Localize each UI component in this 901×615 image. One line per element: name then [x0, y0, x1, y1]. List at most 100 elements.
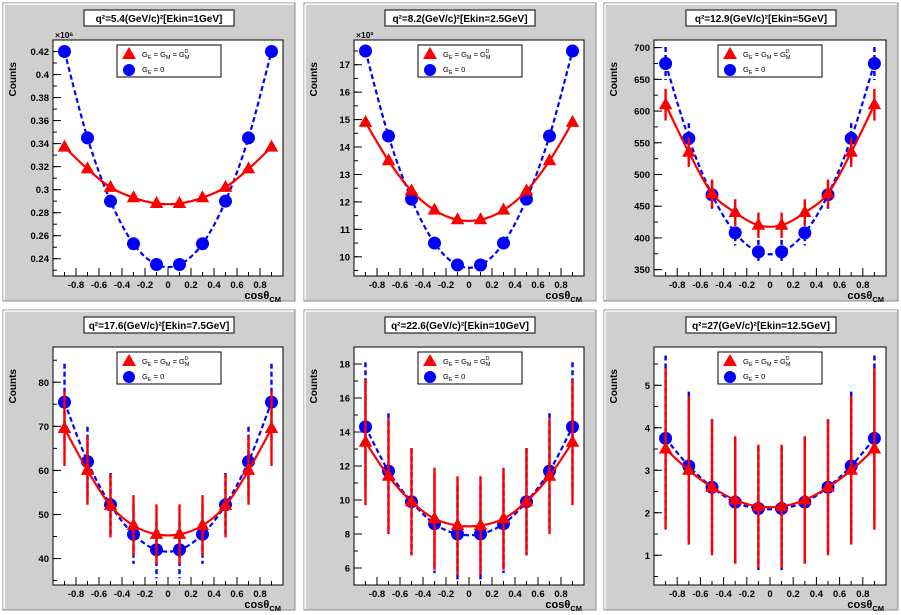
data-point-circle	[150, 257, 163, 271]
data-point-triangle	[103, 498, 118, 511]
y-tick-label: 12	[339, 462, 350, 473]
y-tick-label: 16	[339, 394, 350, 405]
data-point-triangle	[519, 494, 534, 507]
x-tick-label: 0.8	[554, 280, 567, 291]
x-tick-label: -0.6	[692, 589, 708, 600]
x-tick-label: -0.8	[369, 280, 385, 291]
data-point-triangle	[705, 479, 719, 492]
title-box	[384, 9, 536, 27]
data-point-triangle	[496, 202, 511, 215]
x-tick-label: 0.8	[554, 589, 567, 600]
x-tick-label: 0.2	[787, 280, 800, 291]
x-axis-label-main: cosθ	[847, 290, 872, 302]
data-point-triangle	[821, 186, 835, 199]
data-point-triangle	[798, 205, 812, 218]
title-box	[83, 316, 235, 334]
x-tick-label: 0.6	[531, 280, 544, 291]
data-point-triangle	[705, 186, 719, 199]
legend-label-sub: M	[467, 55, 472, 61]
y-tick-label: 0.26	[31, 231, 50, 242]
chart-title: q²=22.6(GeV/c)²[Ekin=10GeV]	[391, 321, 529, 332]
y-tick-label: 4	[645, 423, 651, 434]
x-tick-label: 0.4	[508, 280, 522, 291]
legend-label-sub: E	[148, 362, 152, 368]
data-point-triangle	[867, 97, 882, 110]
blue-fit-curve	[664, 437, 876, 511]
blue-fit-curve	[63, 401, 273, 553]
chart-panel: -0.8 -0.6 -0.4 -0.2 0 0.2 0.4 0.6 0.8 6 8 10 12 14 16 1…	[303, 309, 597, 613]
legend-label-part: = G	[171, 357, 186, 366]
data-point-circle	[81, 131, 94, 145]
y-tick-label: 16	[339, 88, 350, 99]
data-point-circle	[497, 236, 510, 250]
legend-circle-marker	[123, 371, 135, 383]
x-axis-label-sub: CM	[269, 604, 281, 613]
x-tick-label: -0.6	[91, 280, 107, 291]
legend-label-sub: E	[449, 362, 453, 368]
x-tick-label: -0.2	[137, 589, 153, 600]
y-axis-label: Counts	[309, 369, 320, 404]
y-tick-label: 650	[634, 75, 650, 86]
legend-label: GE = 0	[142, 65, 164, 76]
legend-label: GE = GM = GMD	[743, 356, 791, 368]
x-tick-label: 0.2	[184, 589, 197, 600]
y-tick-label: 10	[339, 496, 350, 507]
plot-area	[353, 39, 585, 277]
legend-label-sup: D	[184, 49, 188, 55]
legend-triangle-marker	[122, 354, 136, 366]
data-point-triangle	[358, 114, 373, 127]
legend-label-sub: E	[749, 377, 753, 383]
legend-label-sub: E	[749, 362, 753, 368]
x-tick-label: -0.4	[415, 589, 432, 600]
x-axis-label: cosθCM	[244, 599, 281, 613]
legend-label: GE = 0	[743, 65, 765, 76]
legend-circle-marker	[724, 64, 736, 76]
legend-label: GE = GM = GMD	[743, 49, 791, 61]
data-point-triangle	[658, 97, 673, 110]
legend-label-part: = 0	[152, 372, 165, 381]
data-point-triangle	[381, 468, 396, 481]
legend-triangle-marker	[723, 47, 737, 59]
legend-label-sub: E	[449, 55, 453, 61]
legend-label: GE = GM = GMD	[443, 49, 491, 61]
x-tick-label: 0.4	[207, 589, 221, 600]
legend-label-part: G	[443, 357, 449, 366]
x-tick-label: 0.8	[253, 280, 266, 291]
legend-label-part: = G	[152, 50, 167, 59]
legend-label-part: G	[443, 65, 449, 74]
legend-label-part: = G	[472, 50, 487, 59]
x-tick-label: -0.8	[669, 589, 685, 600]
data-point-triangle	[519, 183, 534, 196]
x-tick-label: 0.2	[485, 280, 498, 291]
x-axis-label-sub: CM	[269, 295, 281, 304]
x-tick-label: 0.6	[230, 280, 243, 291]
data-point-triangle	[565, 114, 580, 127]
y-tick-label: 11	[340, 225, 351, 236]
legend-label-sub: E	[148, 70, 152, 76]
title-box	[685, 9, 837, 27]
y-tick-label: 0.36	[31, 116, 50, 127]
x-axis-label-main: cosθ	[545, 599, 570, 611]
x-tick-label: -0.4	[415, 280, 432, 291]
x-axis-label-main: cosθ	[847, 599, 872, 611]
red-fit-curve	[664, 448, 876, 509]
y-tick-label: 50	[38, 510, 49, 521]
data-point-triangle	[844, 144, 858, 157]
data-point-circle	[520, 192, 533, 206]
legend-label-sub: M	[767, 362, 772, 368]
y-tick-label: 550	[634, 138, 650, 149]
y-axis-label: Counts	[309, 62, 320, 97]
x-axis-label: cosθCM	[545, 599, 582, 613]
legend-label-part: = G	[171, 50, 186, 59]
title-box	[83, 9, 235, 27]
y-tick-label: 60	[38, 466, 49, 477]
x-tick-label: -0.8	[369, 589, 385, 600]
legend-label-sub: E	[749, 55, 753, 61]
legend-label-sup: D	[184, 356, 188, 362]
x-tick-label: 0.8	[856, 280, 869, 291]
x-tick-label: 0.2	[184, 280, 197, 291]
legend-label: GE = GM = GMD	[443, 356, 491, 368]
y-tick-label: 70	[38, 422, 49, 433]
y-tick-label: 0.38	[31, 93, 50, 104]
